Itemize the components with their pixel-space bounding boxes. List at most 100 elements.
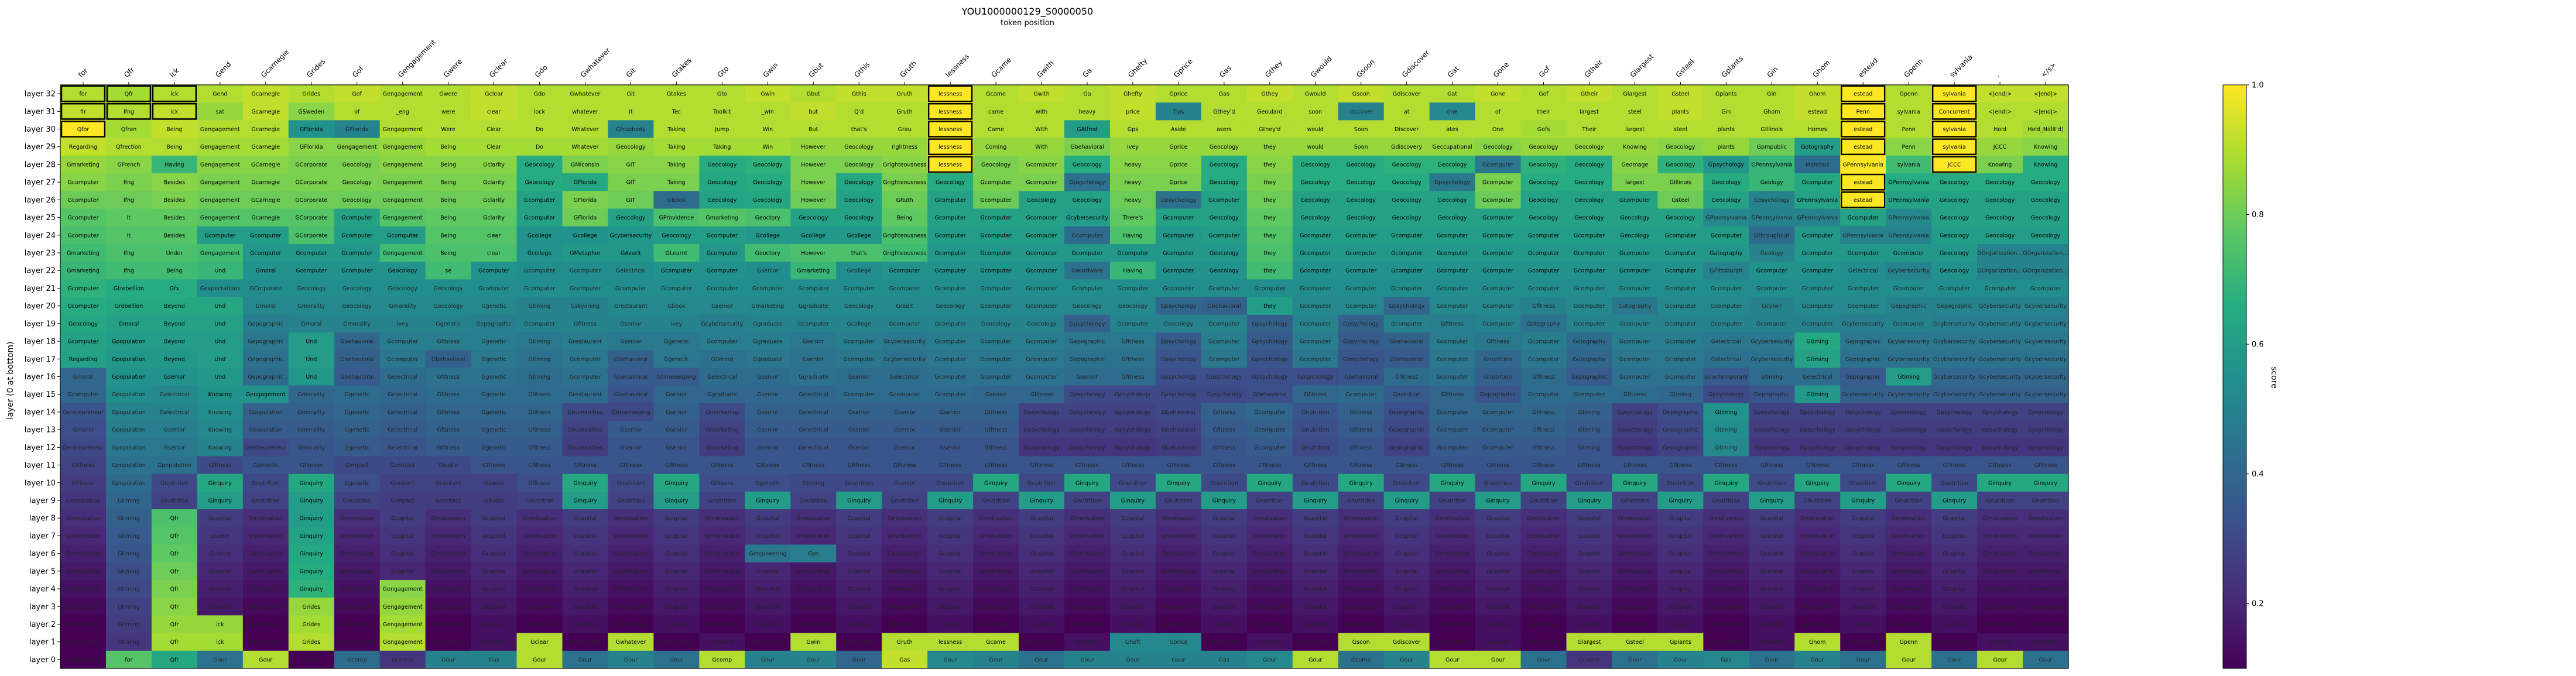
cell-label: Gengagement <box>200 144 240 150</box>
cell-label: Gmotivation <box>979 533 1013 540</box>
cell-label: Gotography <box>1618 303 1652 310</box>
cell-label: Ggraduate <box>707 392 737 398</box>
heatmap-cell <box>1612 191 1658 209</box>
cell-label: Gcomputer <box>1756 286 1787 292</box>
heatmap-cell <box>334 138 381 156</box>
cell-label: Gtiming <box>118 516 140 522</box>
cell-label: Geocology <box>388 268 418 274</box>
cell-label: Gmotivation <box>1253 568 1287 575</box>
cell-label: Gcomputer <box>1026 162 1057 168</box>
cell-label: Knowing <box>208 392 232 398</box>
cell-label: Gpsychology <box>1800 427 1836 434</box>
heatmap-cell <box>1520 102 1567 121</box>
cell-label: Gpopulation <box>157 462 191 469</box>
x-tick-label: Ghom <box>1811 59 1831 79</box>
cell-label: Gmotivation <box>1435 604 1469 610</box>
cell-label: Gmotivation <box>1892 551 1926 557</box>
cell-label: GSweden <box>298 109 324 115</box>
cell-label: Gcomputer <box>1208 339 1239 345</box>
cell-label: Gfitness <box>1304 462 1327 469</box>
cell-label: Gbehavioral <box>1390 356 1424 363</box>
cell-label: Gpsychology <box>1845 409 1882 416</box>
cell-label: Gcapital <box>1760 516 1783 522</box>
cell-label: for <box>79 91 87 98</box>
heatmap-cell <box>242 208 289 227</box>
cell-label: Gsteel <box>1671 197 1689 204</box>
cell-label: Geocology <box>662 232 691 239</box>
heatmap-cell <box>1019 85 1065 103</box>
heatmap-cell <box>745 243 791 262</box>
x-tick-label: for <box>77 67 90 80</box>
heatmap-cell <box>1429 155 1476 174</box>
cell-label: Gnutrition <box>1164 497 1193 504</box>
cell-label: Gaudio <box>484 480 504 486</box>
heatmap-cell <box>608 243 654 262</box>
cell-label: Gmotivation <box>2029 533 2063 540</box>
cell-label: Gchoice <box>209 551 231 557</box>
heatmap-cell <box>197 262 244 280</box>
cell-label: Gcomputer <box>1665 374 1696 380</box>
heatmap-cell <box>1977 173 2023 191</box>
cell-label: GPennsylvania <box>1751 162 1792 168</box>
cell-label: Gpsychology <box>1845 427 1882 434</box>
cell-label: Gcarnegie <box>252 180 280 186</box>
x-tick-label: . <box>1993 72 2001 80</box>
heatmap-cell <box>1931 85 1978 103</box>
heatmap-cell <box>973 85 1019 103</box>
cell-label: Gcollege <box>573 232 598 239</box>
cell-label: Und <box>214 374 225 380</box>
cell-label: Gengagement <box>200 126 240 133</box>
heatmap-cell <box>1840 191 1886 209</box>
cell-label: Gpsychology <box>1160 356 1197 363</box>
heatmap-cell <box>1612 173 1658 191</box>
cell-label: Geology <box>1760 180 1784 186</box>
cell-label: Gcomputer <box>1300 356 1331 363</box>
heatmap-cell <box>927 226 974 245</box>
heatmap-cell <box>790 120 837 139</box>
cell-label: Gcomputer <box>980 232 1011 239</box>
cell-label: Gsenior <box>757 445 779 451</box>
cell-label: Gsenior <box>164 445 186 451</box>
cell-label: Penn <box>1856 109 1870 115</box>
cell-label: Gengagement <box>200 215 240 221</box>
cell-label: Gmotivation <box>1983 551 2017 557</box>
heatmap-cell <box>1931 191 1978 209</box>
cell-label: Ggenetic <box>436 321 461 327</box>
cell-label: Gcapital <box>1030 586 1053 593</box>
heatmap-cell <box>836 243 882 262</box>
cell-label: Geocology <box>1210 180 1239 186</box>
heatmap-cell <box>1703 85 1749 103</box>
cell-label: GAlfred <box>1077 126 1097 133</box>
heatmap-cell <box>151 85 198 103</box>
heatmap-cell <box>1886 262 1932 280</box>
cell-label: However <box>801 180 825 186</box>
cell-label: Knowing <box>2034 162 2058 168</box>
cell-label: Having <box>165 162 184 168</box>
y-tick-label: layer 28 <box>25 160 56 169</box>
heatmap-cell <box>105 226 152 245</box>
cell-label: Gcomputer <box>387 232 418 239</box>
cell-label: Gour <box>807 657 820 663</box>
cell-label: Gmotivation <box>1344 604 1378 610</box>
cell-label: Gelectrical <box>388 445 417 451</box>
cell-label: Gmotivation <box>431 639 465 646</box>
heatmap-cell <box>1064 85 1111 103</box>
heatmap-cell <box>745 208 791 227</box>
cell-label: Gsenior <box>757 409 779 416</box>
cell-label: Gcomputer <box>1026 268 1057 274</box>
cell-label: Gengagement <box>383 91 423 98</box>
y-tick-label: layer 23 <box>25 249 56 258</box>
cell-label: Gcapital <box>1395 622 1418 628</box>
heatmap-cell <box>1475 138 1522 156</box>
cell-label: GPennsylvania <box>1888 215 1929 221</box>
heatmap-cell <box>653 173 700 191</box>
cell-label: Gmotivation <box>1709 586 1743 593</box>
cell-label: Gcapital <box>665 551 688 557</box>
cell-label: Gpsychology <box>1617 445 1653 451</box>
cell-label: Gof <box>1539 91 1549 98</box>
cell-label: Geocology <box>1301 215 1331 221</box>
cell-label: Gtimekeeping <box>657 374 696 380</box>
cell-label: Gcomputer <box>1117 251 1148 257</box>
cell-label: Gsenior <box>848 374 870 380</box>
cell-label: Gcapital <box>1212 516 1235 522</box>
